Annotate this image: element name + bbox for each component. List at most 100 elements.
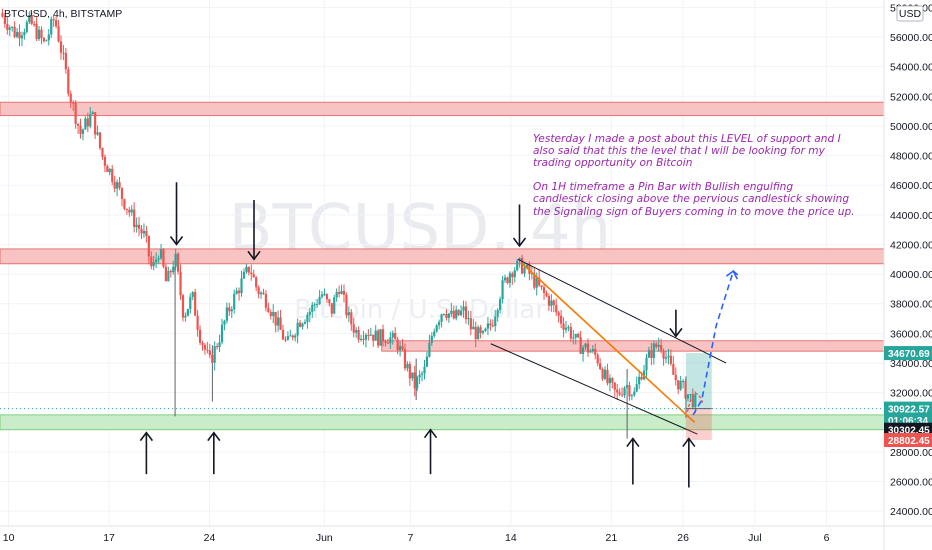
position-stop-area[interactable] — [685, 408, 712, 441]
trend-line[interactable] — [521, 263, 696, 423]
candle-body — [352, 324, 355, 333]
support-zone[interactable] — [0, 414, 885, 431]
candle-body — [47, 34, 50, 41]
candle-body — [345, 294, 348, 316]
candle-body — [450, 310, 453, 314]
up-arrow[interactable] — [682, 437, 696, 488]
price-axis[interactable]: 24000.0026000.0028000.0030000.0032000.00… — [890, 2, 932, 518]
candle-body — [267, 307, 270, 313]
candle-body — [630, 395, 633, 397]
candle-body — [25, 22, 28, 33]
candle-body — [320, 294, 324, 297]
candle-body — [564, 327, 568, 330]
candle-body — [252, 274, 255, 278]
down-arrow[interactable] — [169, 182, 184, 246]
candle-body — [274, 311, 277, 326]
candle-body — [308, 311, 311, 315]
candle-body — [208, 350, 211, 356]
candle-body — [667, 355, 670, 358]
candle-body — [672, 363, 675, 375]
arrow-head — [247, 250, 261, 261]
candle-body — [391, 332, 394, 338]
candle-body — [660, 344, 663, 351]
candle-body — [674, 374, 677, 381]
time-tick-label: 17 — [103, 532, 115, 544]
forecast-arrow-head — [725, 269, 739, 280]
candle-body — [694, 394, 697, 408]
candle-body — [535, 277, 538, 288]
trend-line[interactable] — [517, 258, 727, 364]
candle-body — [540, 285, 543, 288]
up-arrow[interactable] — [423, 428, 438, 475]
down-arrow[interactable] — [247, 200, 261, 261]
up-arrow[interactable] — [626, 437, 640, 485]
up-arrow[interactable] — [207, 431, 221, 475]
candle-body — [525, 264, 529, 268]
candle-body — [491, 325, 494, 327]
candle-body — [569, 327, 572, 339]
currency-button[interactable]: USD — [896, 5, 924, 22]
forecast-path[interactable] — [686, 269, 742, 416]
up-arrow[interactable] — [139, 431, 154, 475]
candle-body — [201, 342, 204, 345]
candle-body — [357, 329, 360, 340]
trend-lines[interactable] — [0, 258, 884, 435]
down-arrow[interactable] — [512, 204, 527, 248]
candle-body — [240, 278, 243, 294]
candle-body — [213, 346, 216, 363]
candle-body — [59, 41, 63, 53]
price-badge: 34670.69 — [884, 346, 932, 361]
candle-body — [28, 15, 31, 23]
candle-body — [313, 304, 316, 306]
candle-body — [384, 341, 387, 343]
candle-body — [542, 287, 546, 293]
candle-body — [91, 112, 94, 115]
candle-body — [198, 329, 202, 343]
candle-body — [594, 349, 597, 355]
candle-body — [194, 292, 197, 316]
candle-body — [655, 343, 658, 347]
candle-body — [272, 311, 275, 317]
trend-line[interactable] — [490, 343, 698, 435]
annotation-note[interactable]: Yesterday I made a post about this LEVEL… — [533, 133, 855, 218]
candle-body — [35, 24, 38, 40]
resistance-zone[interactable] — [381, 340, 885, 352]
candle-body — [216, 346, 219, 348]
candle-body — [18, 32, 21, 39]
candle-body — [606, 369, 609, 384]
annotation-line: On 1H timeframe a Pin Bar with Bullish e… — [533, 181, 793, 193]
resistance-zone[interactable] — [0, 248, 885, 265]
candle-body — [137, 224, 141, 230]
candle-body — [635, 384, 638, 392]
candle-body — [57, 26, 60, 42]
candle-body — [618, 392, 621, 395]
candle-body — [316, 304, 319, 306]
price-badge-bg — [884, 346, 932, 361]
candle-body — [196, 315, 199, 330]
candle-body — [340, 290, 343, 294]
candle-body — [413, 372, 416, 389]
candle-body — [613, 382, 616, 390]
candle-body — [420, 373, 424, 375]
down-arrow[interactable] — [669, 309, 683, 338]
candle-body — [486, 323, 490, 329]
arrow-head — [669, 327, 683, 338]
candle-body — [257, 287, 260, 295]
candle-body — [657, 344, 660, 347]
position-target-area[interactable] — [685, 353, 712, 409]
candle-body — [250, 272, 253, 275]
candle-body — [664, 357, 668, 359]
candle-body — [406, 364, 409, 369]
candle-body — [125, 208, 128, 210]
candle-body — [8, 27, 11, 30]
price-tick-label: 52000.00 — [890, 91, 932, 103]
time-axis[interactable]: 10 17 24 Jun 7 14 21 26 Jul 6 — [3, 532, 830, 544]
arrow-head — [682, 437, 696, 448]
annotation-arrows[interactable] — [139, 182, 696, 488]
candle-body — [394, 332, 397, 340]
resistance-zone[interactable] — [0, 101, 885, 117]
forecast-line[interactable] — [692, 269, 742, 416]
symbol-header[interactable]: BTCUSD, 4h, BITSTAMP — [4, 8, 122, 20]
